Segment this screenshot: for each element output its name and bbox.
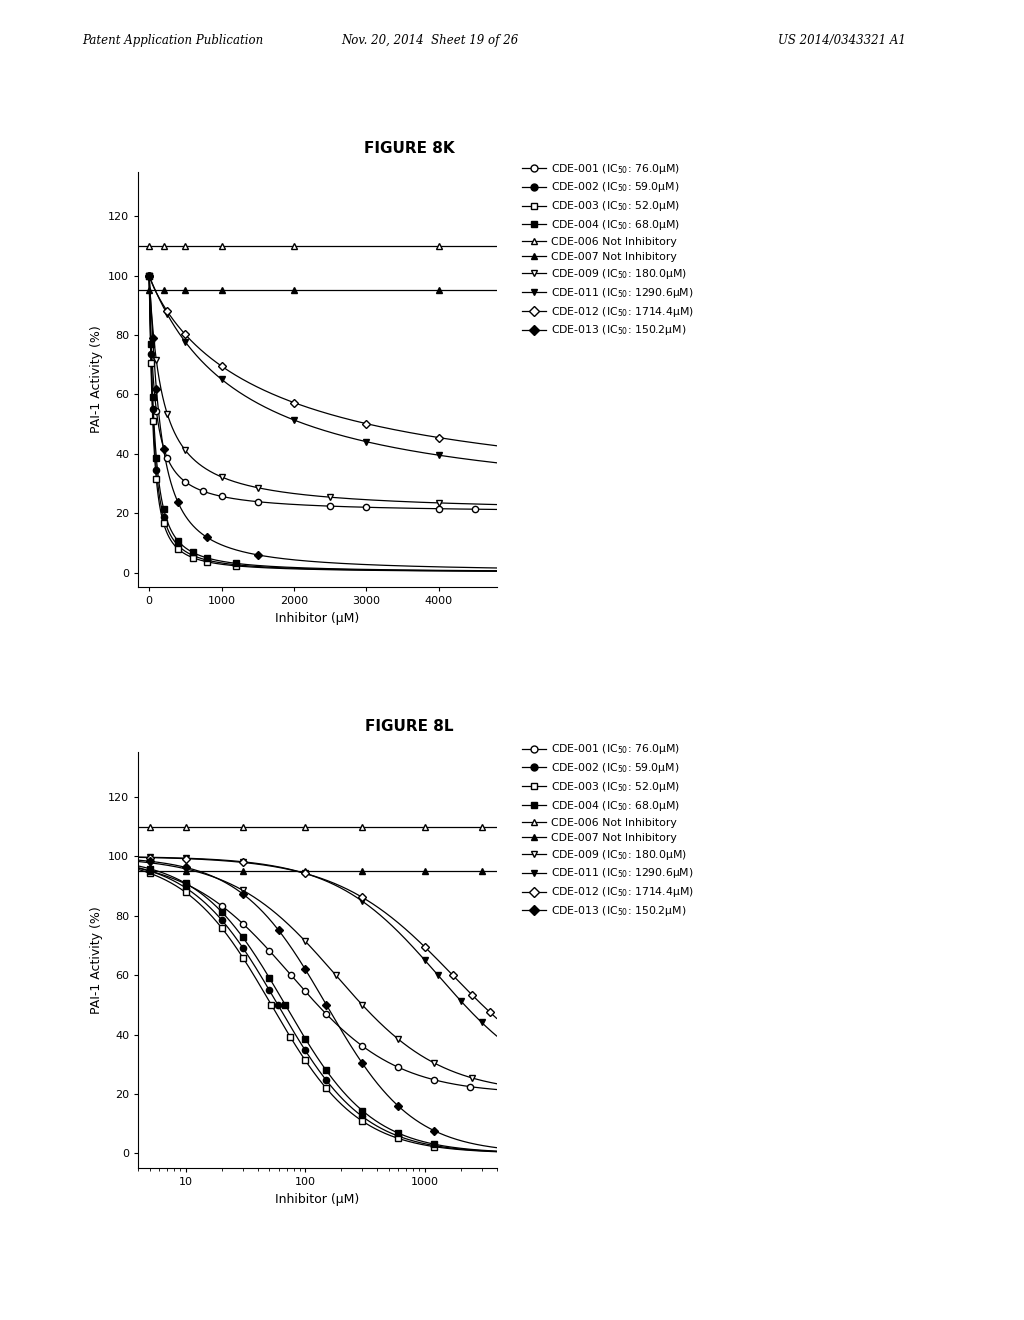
- Text: US 2014/0343321 A1: US 2014/0343321 A1: [778, 34, 906, 48]
- Legend: CDE-001 (IC$_{\mathregular{50}}$: 76.0μM), CDE-002 (IC$_{\mathregular{50}}$: 59.: CDE-001 (IC$_{\mathregular{50}}$: 76.0μM…: [517, 738, 698, 923]
- X-axis label: Inhibitor (μM): Inhibitor (μM): [275, 1193, 359, 1205]
- Y-axis label: PAI-1 Activity (%): PAI-1 Activity (%): [89, 907, 102, 1014]
- Text: Patent Application Publication: Patent Application Publication: [82, 34, 263, 48]
- Y-axis label: PAI-1 Activity (%): PAI-1 Activity (%): [89, 326, 102, 433]
- Legend: CDE-001 (IC$_{\mathregular{50}}$: 76.0μM), CDE-002 (IC$_{\mathregular{50}}$: 59.: CDE-001 (IC$_{\mathregular{50}}$: 76.0μM…: [517, 157, 698, 342]
- X-axis label: Inhibitor (μM): Inhibitor (μM): [275, 612, 359, 624]
- Text: FIGURE 8L: FIGURE 8L: [366, 719, 454, 734]
- Text: Nov. 20, 2014  Sheet 19 of 26: Nov. 20, 2014 Sheet 19 of 26: [341, 34, 519, 48]
- Text: FIGURE 8K: FIGURE 8K: [365, 141, 455, 156]
